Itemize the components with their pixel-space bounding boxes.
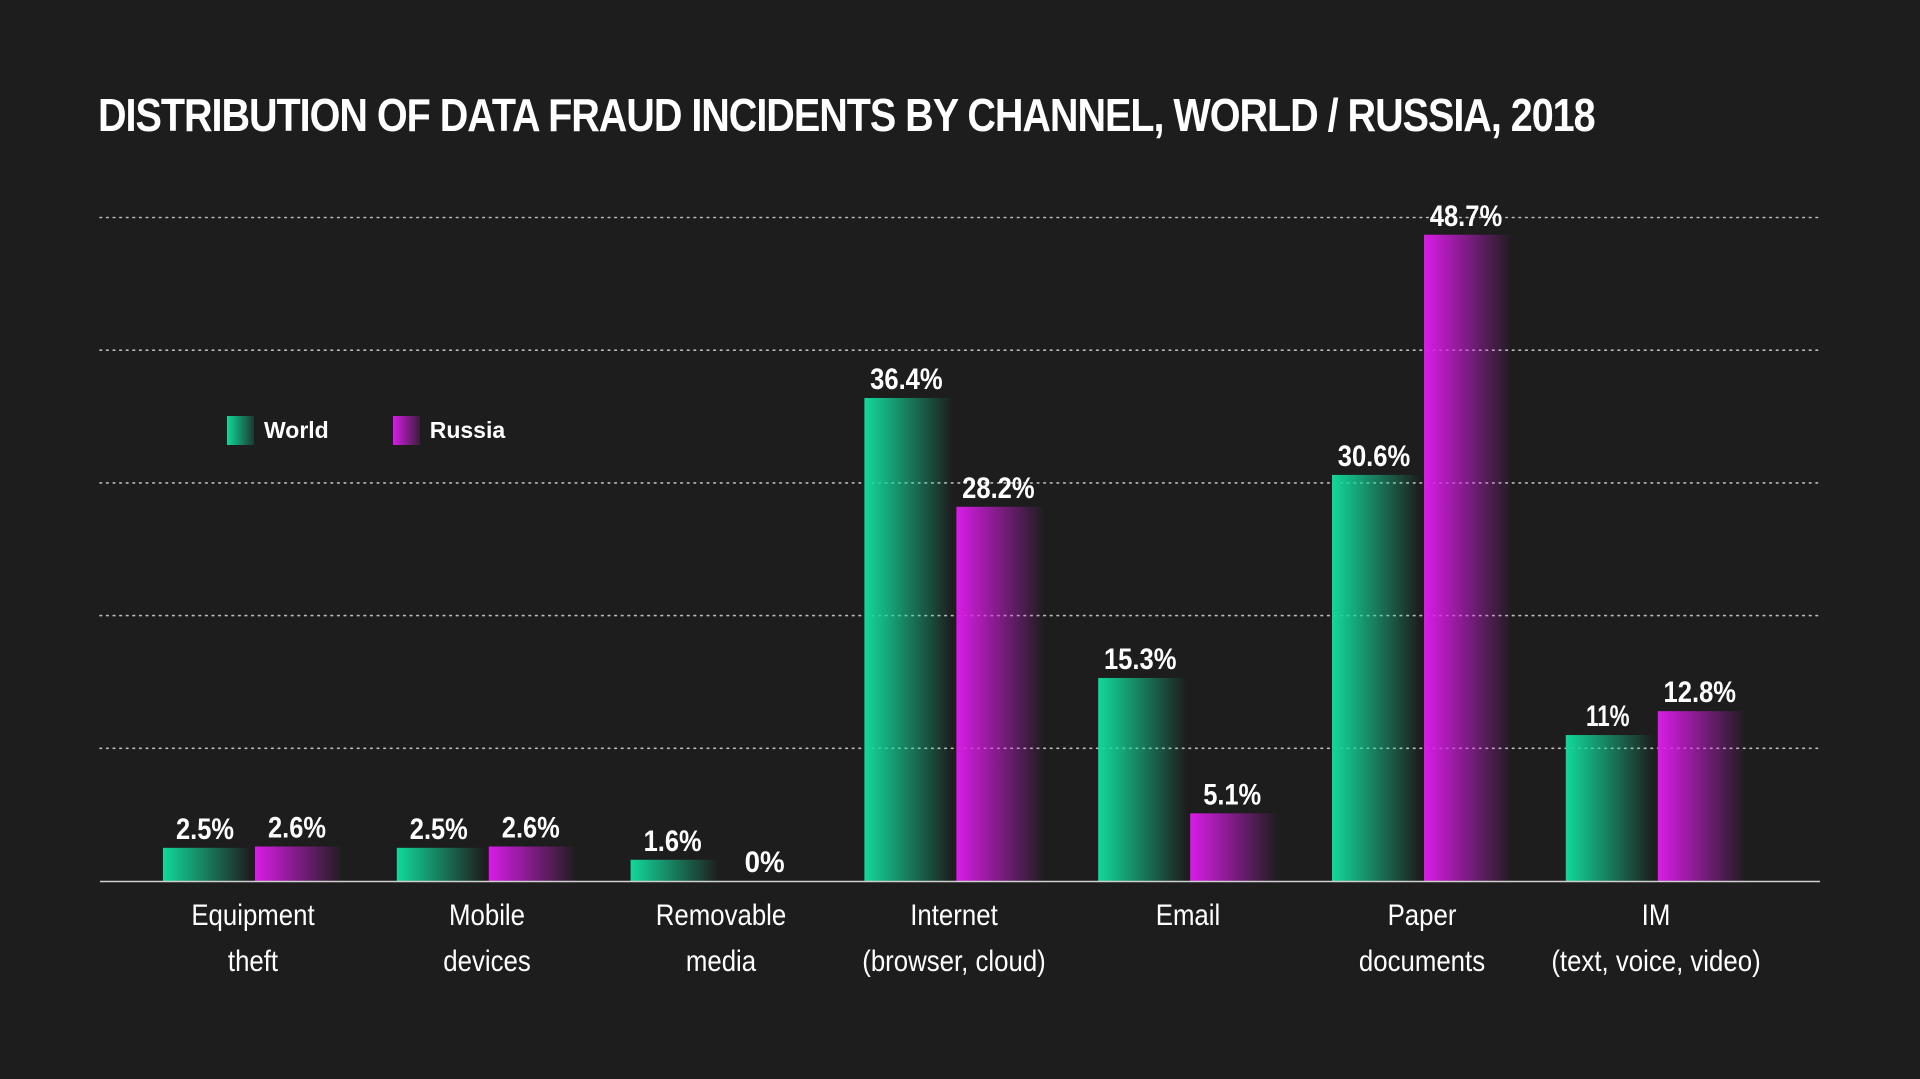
bar-world	[1098, 677, 1187, 881]
bar-russia	[255, 846, 343, 881]
value-label-world: 11%	[1586, 700, 1630, 733]
value-label-russia: 2.6%	[268, 811, 326, 844]
category-label-line: Mobile	[448, 899, 525, 932]
category-label: Mobile devices	[375, 893, 599, 985]
value-label-russia: 0%	[745, 846, 785, 879]
value-label-world: 15.3%	[1104, 643, 1177, 676]
bar-russia	[1424, 234, 1512, 882]
value-label-world: 30.6%	[1338, 440, 1411, 473]
bar-world	[864, 397, 953, 881]
category-label-line: (text, voice, video)	[1551, 945, 1761, 978]
value-label-russia: 12.8%	[1664, 676, 1737, 709]
legend-item-russia: Russia	[392, 416, 506, 445]
category-label-line: (browser, cloud)	[862, 945, 1047, 978]
category-label-line: media	[685, 945, 756, 978]
bar-russia	[1657, 711, 1746, 881]
category-label: IM (text, voice, video)	[1544, 893, 1768, 985]
legend-label-russia: Russia	[429, 417, 506, 443]
value-label-world: 2.5%	[176, 813, 234, 846]
bar-world	[630, 859, 719, 881]
value-label-world: 2.5%	[410, 813, 468, 846]
bar-russia	[956, 506, 1045, 881]
category-label: Paper documents	[1310, 893, 1534, 985]
category-label-line: Email	[1155, 899, 1221, 932]
value-label-russia: 48.7%	[1430, 200, 1503, 233]
category-label-line: IM	[1641, 899, 1671, 932]
category-label: Removable media	[609, 893, 833, 985]
category-label: Email	[1076, 893, 1300, 939]
category-label-line: Paper	[1387, 899, 1457, 932]
value-label-russia: 28.2%	[962, 472, 1035, 505]
value-label-russia: 2.6%	[502, 811, 560, 844]
legend-swatch-world	[227, 416, 254, 445]
bar-russia	[1190, 813, 1279, 881]
legend-swatch-russia	[392, 416, 420, 445]
bar-world	[1565, 735, 1654, 881]
bar-world	[396, 847, 485, 881]
category-label-line: documents	[1358, 945, 1486, 978]
bar-world	[1332, 474, 1420, 881]
category-label-line: theft	[227, 945, 279, 978]
category-label-line: Removable	[655, 899, 786, 932]
category-label-line: Internet	[910, 899, 999, 932]
category-label: Equipment theft	[141, 893, 365, 985]
category-label-line: devices	[443, 945, 531, 978]
bar-russia	[488, 846, 577, 881]
category-label-line: Equipment	[191, 899, 315, 932]
legend: World Russia	[227, 416, 569, 445]
legend-item-world: World	[227, 416, 329, 445]
value-label-world: 1.6%	[644, 825, 702, 858]
value-label-world: 36.4%	[870, 363, 943, 396]
bar-world	[163, 847, 251, 881]
value-label-russia: 5.1%	[1203, 778, 1261, 811]
legend-label-world: World	[264, 417, 329, 443]
category-label: Internet (browser, cloud)	[843, 893, 1067, 985]
chart-title: DISTRIBUTION OF DATA FRAUD INCIDENTS BY …	[98, 89, 1596, 141]
